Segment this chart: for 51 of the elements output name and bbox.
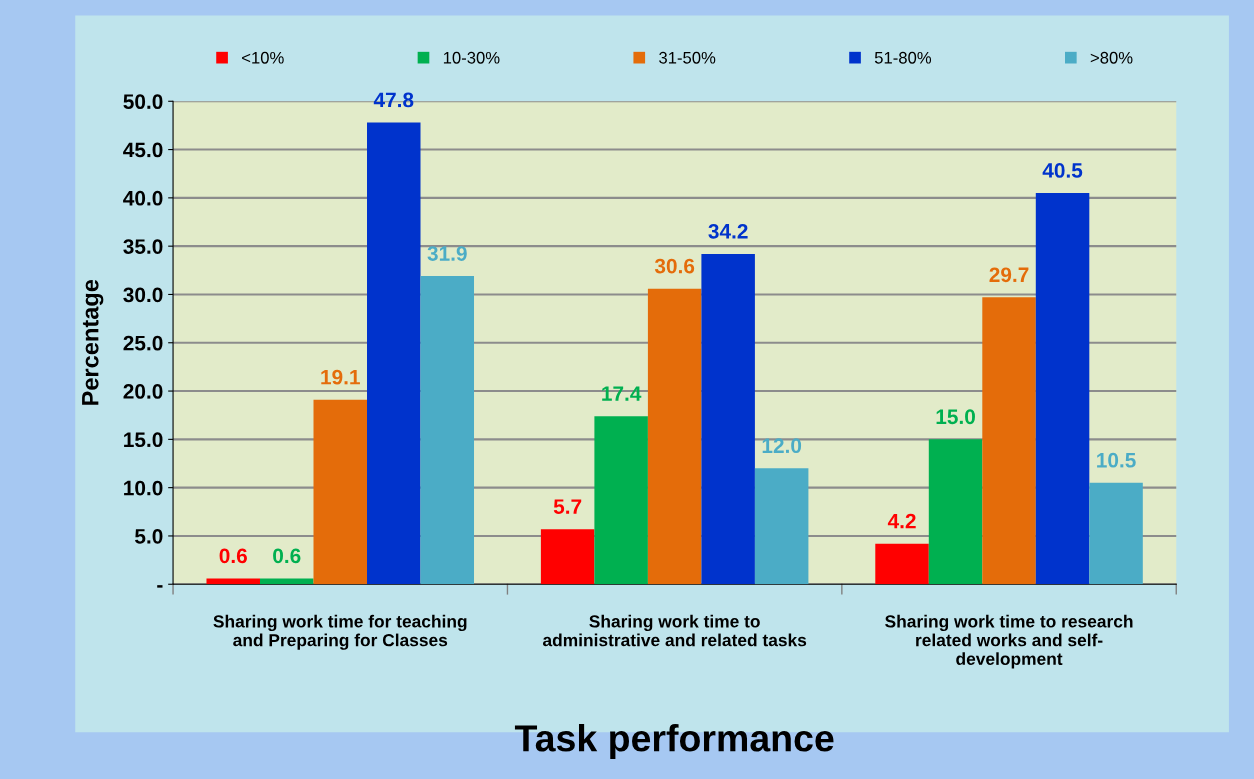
y-tick-label: 10.0 [124, 480, 163, 496]
bar [367, 122, 421, 585]
data-label: 0.6 [273, 548, 301, 564]
y-tick-label: 25.0 [123, 335, 163, 351]
y-tick-label: 5.0 [135, 528, 163, 544]
data-label: 4.2 [887, 513, 916, 529]
y-tick-label: 50.0 [123, 94, 163, 110]
legend-label: <10% [242, 51, 284, 64]
bar [313, 399, 367, 585]
data-label: 0.6 [219, 548, 247, 564]
bar [1035, 193, 1090, 585]
data-label: 31.9 [427, 246, 467, 261]
x-tick-label: Sharing work time to research related works and self- development [885, 614, 1133, 669]
y-tick-label: 30.0 [123, 287, 163, 303]
data-label: 40.5 [1042, 163, 1083, 178]
data-label: 5.7 [553, 499, 582, 514]
bar [594, 416, 648, 585]
bar [1089, 482, 1143, 585]
data-label: 19.1 [321, 369, 360, 385]
bar [701, 253, 755, 585]
x-tick-label: Sharing work time to administrative and related tasks [542, 614, 807, 647]
y-tick-label: 15.0 [124, 432, 163, 448]
y-tick-label: 35.0 [123, 239, 163, 254]
data-label: 15.0 [936, 409, 975, 425]
data-label: 17.4 [602, 386, 642, 401]
bar [540, 529, 595, 585]
bar [754, 468, 809, 585]
bar [875, 543, 929, 585]
bar [206, 578, 260, 585]
bar [420, 276, 475, 585]
x-axis-title: Task performance [514, 724, 834, 759]
legend-label: 31-50% [659, 51, 716, 64]
y-tick-label: 45.0 [123, 142, 163, 158]
legend-label: >80% [1090, 51, 1133, 64]
y-tick-label: 20.0 [123, 384, 163, 399]
bar [982, 297, 1036, 585]
bar [928, 439, 983, 585]
data-label: 12.0 [762, 438, 802, 454]
legend-label: 51-80% [874, 51, 932, 64]
data-label: 30.6 [654, 258, 695, 274]
y-axis-title: Percentage [82, 279, 104, 405]
data-label: 10.5 [1097, 452, 1136, 468]
bar [647, 288, 702, 585]
y-tick-label: 40.0 [123, 190, 163, 206]
y-tick-label: - [157, 585, 163, 588]
data-label: 47.8 [373, 92, 414, 108]
x-tick-label: Sharing work time for teaching and Preparing for Classes [213, 614, 467, 650]
bar [260, 578, 314, 585]
data-label: 34.2 [708, 223, 748, 239]
legend-label: 10-30% [443, 51, 500, 64]
data-label: 29.7 [989, 267, 1029, 283]
